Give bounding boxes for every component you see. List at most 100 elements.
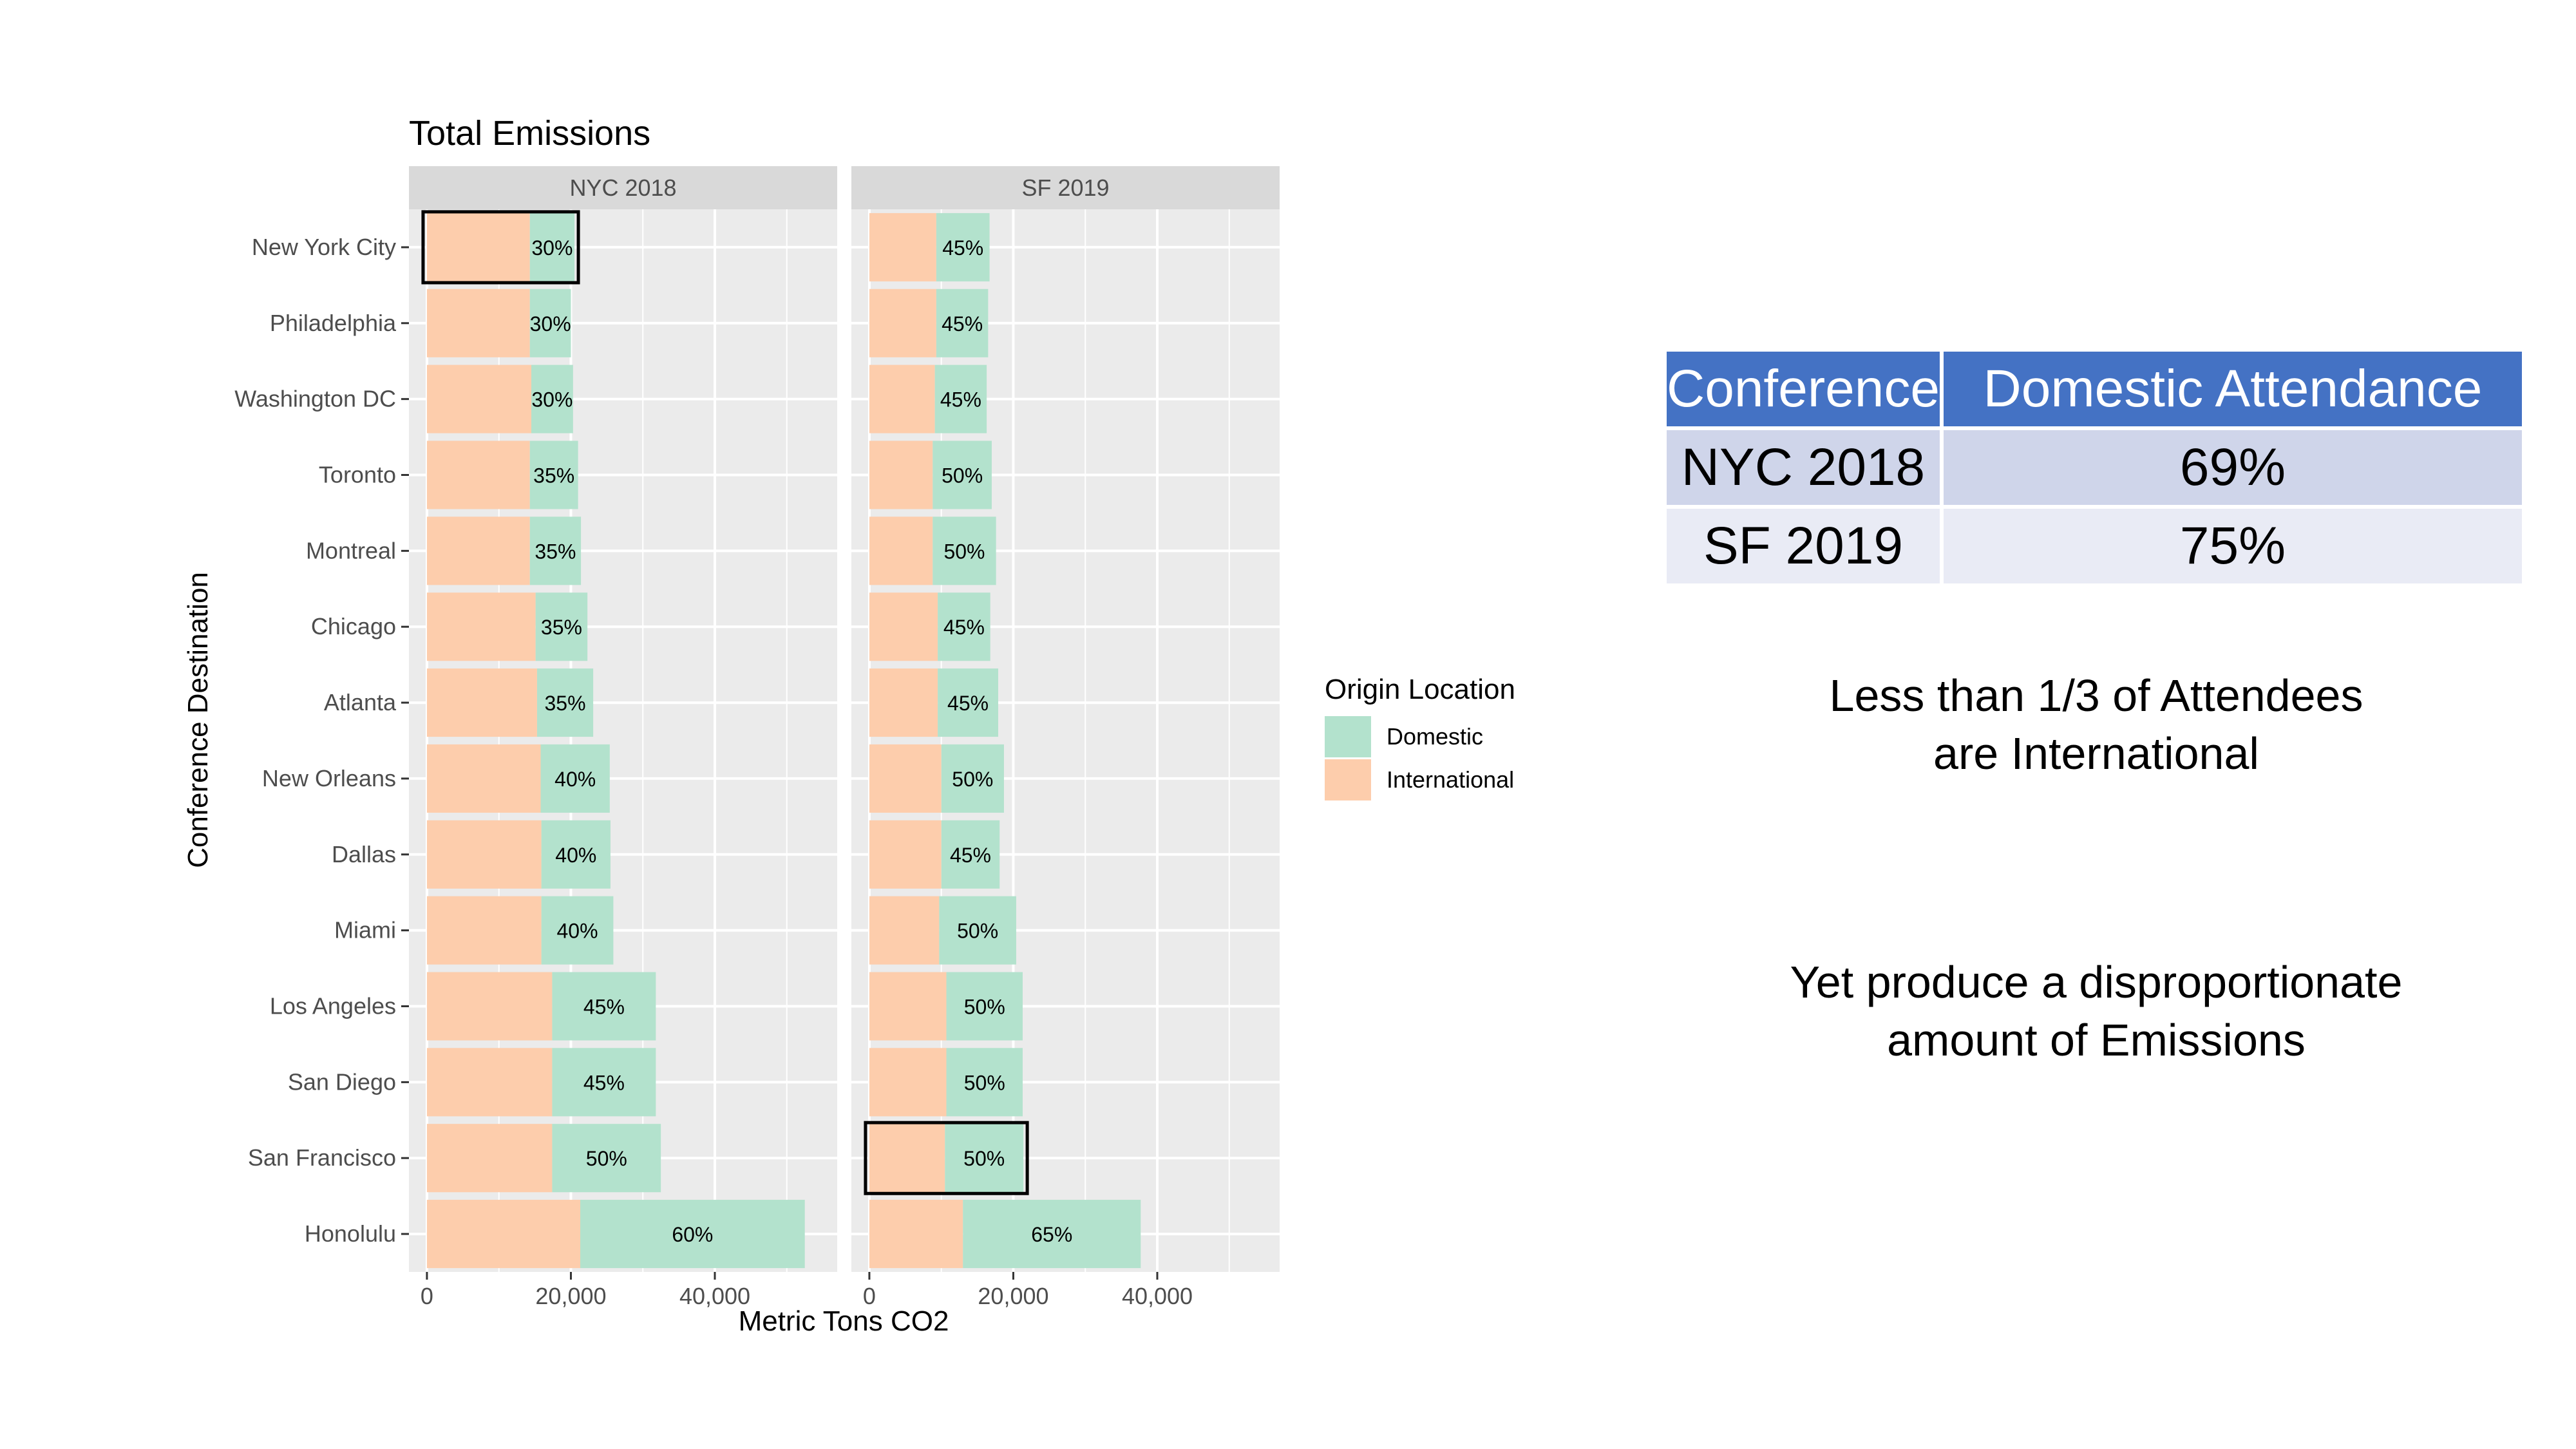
bar-domestic-chicago <box>535 592 588 661</box>
bar-international-toronto <box>869 440 933 509</box>
bar-international-dallas <box>869 820 942 889</box>
facet-strip-label: SF 2019 <box>1021 175 1109 201</box>
bar-domestic-miami <box>939 896 1016 965</box>
bar-label-new-orleans: 40% <box>554 768 596 791</box>
bar-international-los-angeles <box>869 972 947 1041</box>
bar-label-los-angeles: 45% <box>583 996 625 1019</box>
bar-label-philadelphia: 30% <box>530 312 571 336</box>
x-tick-label: 0 <box>863 1283 876 1309</box>
bar-label-dallas: 40% <box>555 844 596 867</box>
y-tick-label-dallas: Dallas <box>332 841 396 867</box>
bar-international-montreal <box>426 516 530 585</box>
y-tick-label-san-diego: San Diego <box>288 1068 396 1095</box>
table-header-row: Conference Domestic Attendance <box>1667 352 2522 426</box>
bar-international-los-angeles <box>426 972 553 1041</box>
x-tick-label: 40,000 <box>679 1283 750 1309</box>
bar-international-chicago <box>426 592 536 661</box>
bar-international-atlanta <box>869 668 938 737</box>
bar-label-atlanta: 35% <box>545 692 586 715</box>
bar-domestic-new-orleans <box>941 744 1004 813</box>
bar-domestic-honolulu <box>963 1200 1141 1269</box>
bar-domestic-chicago <box>938 592 990 661</box>
bar-label-philadelphia: 45% <box>942 312 983 336</box>
y-tick-label-san-francisco: San Francisco <box>248 1144 396 1171</box>
y-tick-label-philadelphia: Philadelphia <box>270 310 397 336</box>
bar-label-new-orleans: 50% <box>952 768 993 791</box>
y-tick-label-new-york-city: New York City <box>252 234 396 260</box>
bar-domestic-dallas <box>541 820 611 889</box>
facet-strip <box>409 166 837 209</box>
bar-international-philadelphia <box>869 289 936 357</box>
header-domestic-attendance: Domestic Attendance <box>1943 352 2522 426</box>
table-cell-attendance: 75% <box>1943 509 2522 583</box>
facet-strip-label: NYC 2018 <box>569 175 676 201</box>
bar-label-san-diego: 45% <box>583 1071 625 1094</box>
bar-label-los-angeles: 50% <box>964 996 1005 1019</box>
bar-international-montreal <box>869 516 933 585</box>
bar-label-dallas: 45% <box>950 844 991 867</box>
legend-key-domestic <box>1325 716 1371 757</box>
bar-label-toronto: 35% <box>533 464 574 488</box>
bar-international-toronto <box>426 440 530 509</box>
bar-label-chicago: 35% <box>541 616 582 639</box>
bar-label-new-york-city: 30% <box>531 236 573 260</box>
chart-static: Total Emissions Conference Destination M… <box>182 114 949 1337</box>
bar-international-new-york-city <box>869 213 936 281</box>
bar-domestic-new-orleans <box>540 744 610 813</box>
y-axis: New York City Philadelphia Washington DC To… <box>234 234 409 1247</box>
table-cell-conference: NYC 2018 <box>1667 430 1940 505</box>
header-conference: Conference <box>1667 352 1940 426</box>
chart-title: Total Emissions <box>409 114 650 153</box>
x-tick-label: 0 <box>421 1283 433 1309</box>
bar-label-new-york-city: 45% <box>942 236 983 260</box>
bar-international-san-diego <box>869 1048 947 1117</box>
x-axis-title: Metric Tons CO2 <box>739 1305 949 1337</box>
bar-label-montreal: 35% <box>535 540 576 563</box>
note-emissions: Yet produce a disproportionate amount of… <box>1739 953 2454 1069</box>
note-attendees: Less than 1/3 of Attendees are Internati… <box>1739 667 2454 782</box>
bar-domestic-philadelphia <box>529 289 571 357</box>
bar-label-washington-dc: 30% <box>531 388 573 412</box>
bar-international-washington-dc <box>426 365 531 433</box>
bar-international-dallas <box>426 820 542 889</box>
bar-domestic-montreal <box>529 516 582 585</box>
bar-domestic-atlanta <box>938 668 998 737</box>
bar-label-san-francisco: 50% <box>963 1147 1005 1170</box>
table-cell-conference: SF 2019 <box>1667 509 1940 583</box>
bar-domestic-new-york-city <box>529 213 575 281</box>
bar-domestic-toronto <box>529 440 578 509</box>
y-tick-label-toronto: Toronto <box>319 462 396 488</box>
note-emissions-line2: amount of Emissions <box>1887 1015 2306 1065</box>
facet-panels: NYC 2018 30% 30% 30% 35% 35% 35% 35% 40% 40% 40% 45… <box>409 166 1280 1309</box>
bar-international-chicago <box>869 592 938 661</box>
y-axis-title: Conference Destination <box>182 572 214 868</box>
bar-international-miami <box>869 896 940 965</box>
bar-international-san-diego <box>426 1048 553 1117</box>
bar-label-san-francisco: 50% <box>586 1147 627 1170</box>
note-attendees-line2: are International <box>1933 728 2259 779</box>
table-row: SF 2019 75% <box>1667 509 2522 583</box>
attendance-table: Conference Domestic Attendance NYC 2018 … <box>1663 348 2526 587</box>
bar-label-san-diego: 50% <box>964 1071 1005 1094</box>
table-cell-attendance: 69% <box>1943 430 2522 505</box>
facet-nyc-2018: NYC 2018 30% 30% 30% 35% 35% 35% 35% 40% 40% 40% 45… <box>409 166 837 1309</box>
x-tick-label: 20,000 <box>535 1283 606 1309</box>
y-tick-label-new-orleans: New Orleans <box>262 765 396 791</box>
facet-sf-2019: SF 2019 45% 45% 45% 50% 50% 45% 45% 50% 45% 50% 50%… <box>851 166 1280 1309</box>
bar-label-montreal: 50% <box>943 540 985 563</box>
bar-label-toronto: 50% <box>942 464 983 488</box>
bar-domestic-washington-dc <box>531 365 573 433</box>
y-tick-label-los-angeles: Los Angeles <box>270 993 396 1019</box>
y-tick-label-miami: Miami <box>334 917 396 943</box>
bar-label-honolulu: 65% <box>1031 1223 1072 1246</box>
bar-domestic-new-york-city <box>936 213 990 281</box>
bar-international-new-orleans <box>869 744 942 813</box>
x-tick-label: 40,000 <box>1122 1283 1193 1309</box>
legend-label-international: International <box>1387 766 1514 793</box>
bar-international-san-francisco <box>426 1124 553 1193</box>
bar-label-honolulu: 60% <box>672 1223 713 1246</box>
y-tick-label-montreal: Montreal <box>306 537 396 564</box>
bar-domestic-los-angeles <box>552 972 656 1041</box>
highlight-box <box>864 1121 1029 1195</box>
